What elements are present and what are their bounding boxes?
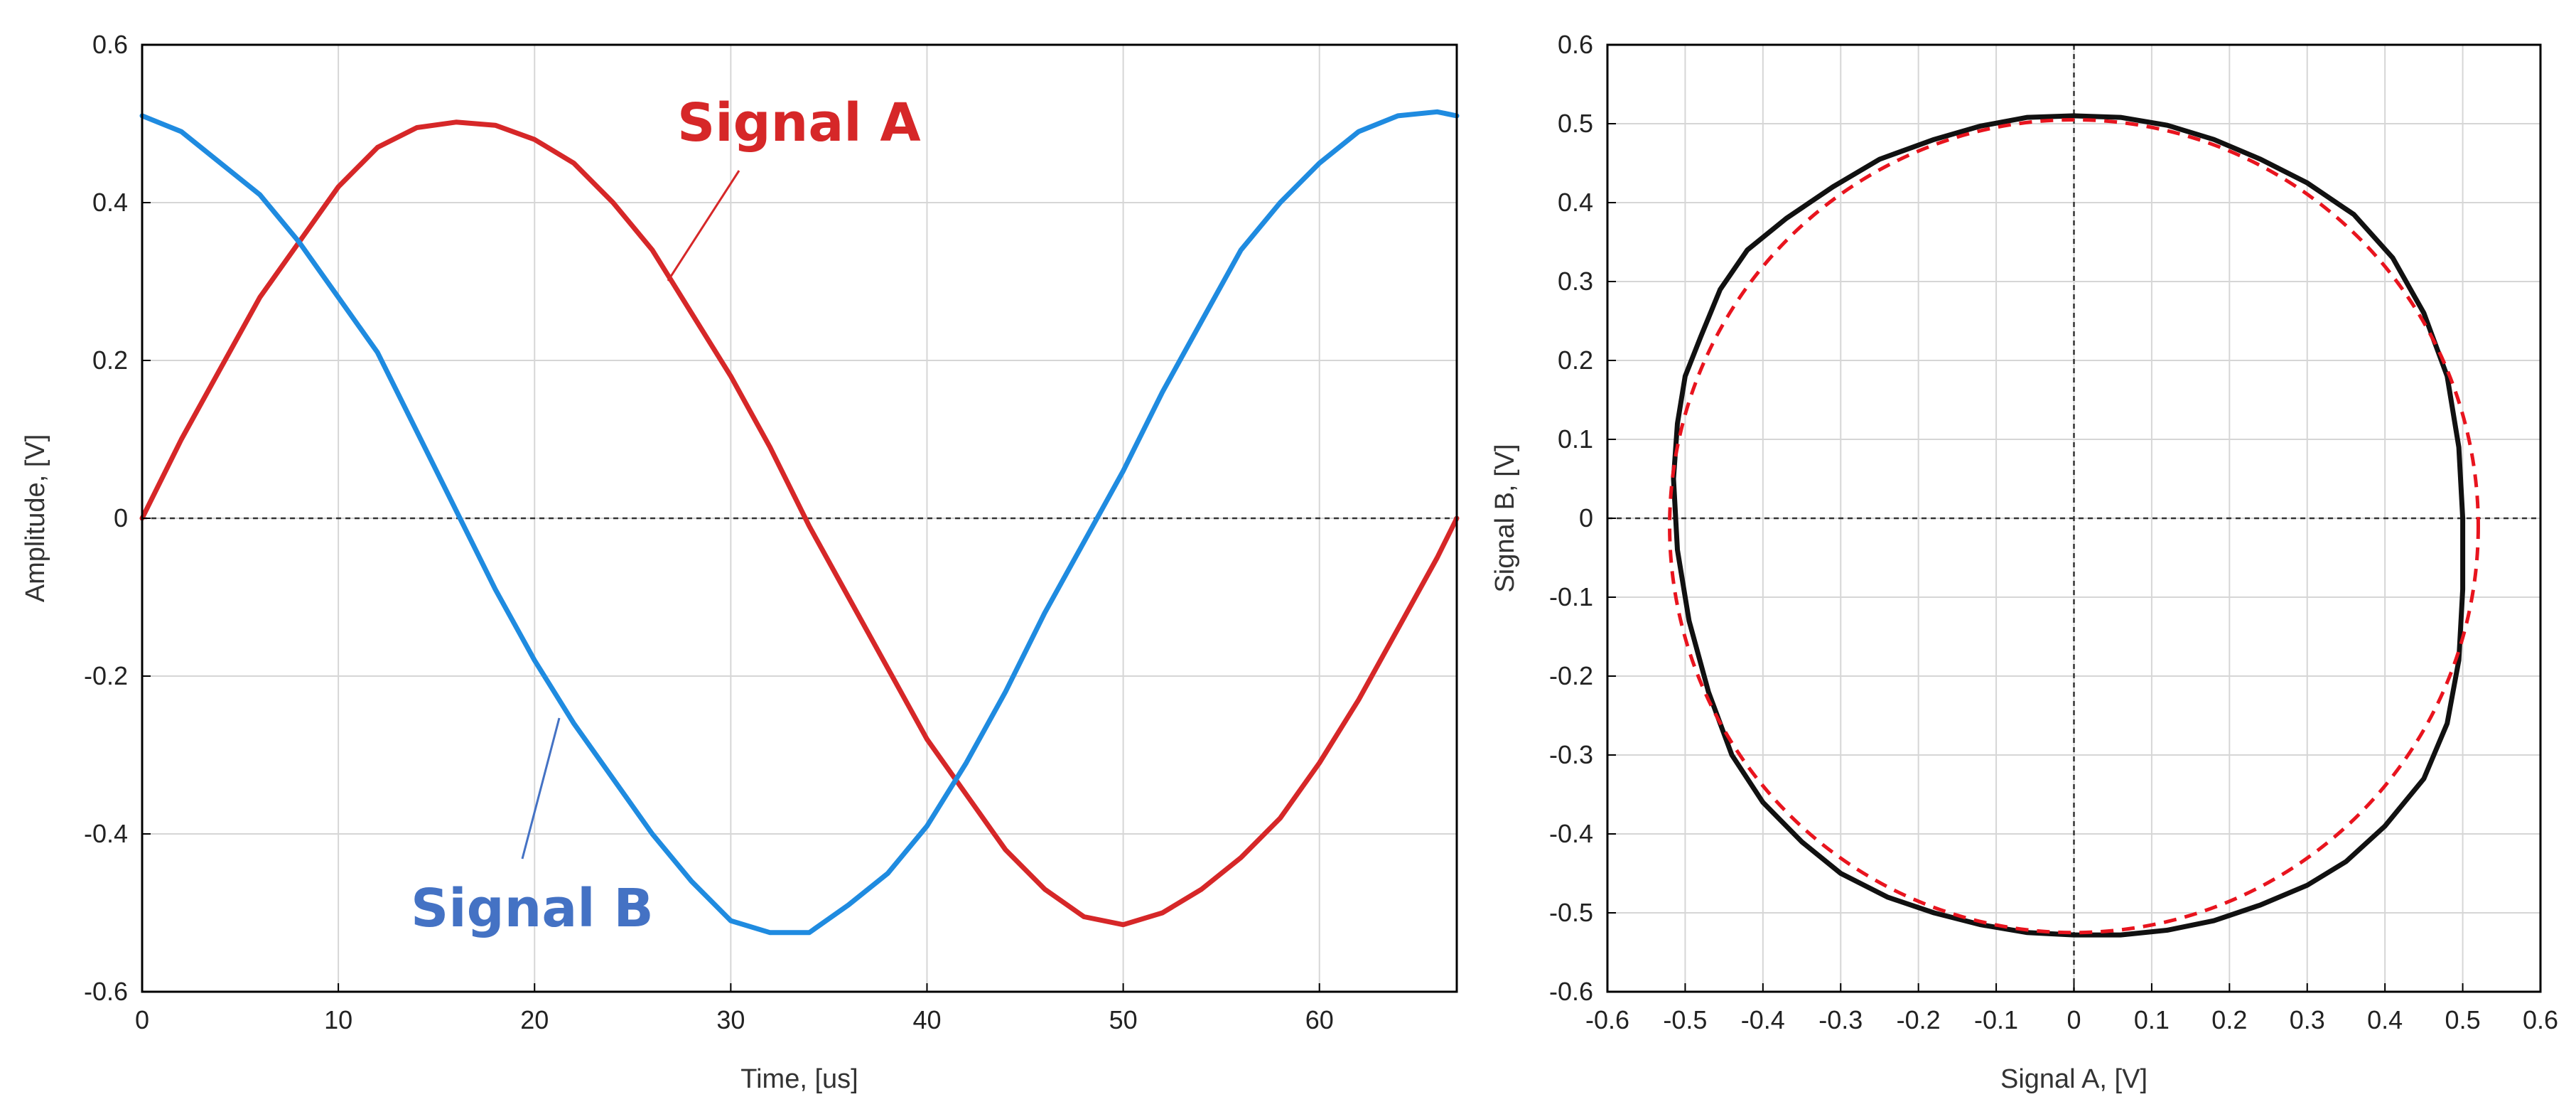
- y-tick-label: 0.2: [92, 346, 128, 375]
- y-tick-label: -0.2: [84, 661, 128, 690]
- y-tick-label: -0.4: [1549, 819, 1593, 848]
- x-tick-label: 60: [1305, 1005, 1334, 1034]
- lissajous-plot: -0.6 -0.5 -0.4 -0.3 -0.2 -0.1 0 0.1 0.2 0.3 0.4 0.5…: [1490, 30, 2558, 1094]
- y-tick-label: 0: [1579, 503, 1593, 532]
- y-tick-label: 0: [114, 503, 128, 532]
- x-tick-label: -0.6: [1585, 1005, 1629, 1034]
- signal-b-annotation: Signal B: [411, 878, 654, 939]
- x-tick-label: -0.1: [1974, 1005, 2018, 1034]
- y-tick-label: -0.2: [1549, 661, 1593, 690]
- y-tick-label: 0.6: [1558, 30, 1593, 59]
- x-tick-label: -0.5: [1663, 1005, 1707, 1034]
- x-tick-label: 0: [135, 1005, 149, 1034]
- y-tick-label: -0.6: [1549, 977, 1593, 1006]
- x-tick-label: 10: [324, 1005, 352, 1034]
- x-tick-label: 20: [520, 1005, 549, 1034]
- signal-a-annotation: Signal A: [677, 92, 921, 154]
- x-tick-label: 0.5: [2445, 1005, 2481, 1034]
- signal-b-line: [139, 109, 1460, 936]
- x-tick-label: -0.3: [1818, 1005, 1863, 1034]
- lissajous-curve: [1671, 113, 2466, 938]
- series-group: [1668, 113, 2480, 938]
- x-axis-label: Signal A, [V]: [2000, 1064, 2147, 1094]
- signal-a-line: [139, 119, 1460, 928]
- y-tick-label: -0.5: [1549, 898, 1593, 927]
- x-tick-label: 0.3: [2290, 1005, 2325, 1034]
- tick-labels: -0.6 -0.5 -0.4 -0.3 -0.2 -0.1 0 0.1 0.2 0.3 0.4 0.5…: [1549, 30, 2558, 1034]
- series-group: [139, 109, 1460, 936]
- y-tick-label: 0.1: [1558, 424, 1593, 454]
- y-tick-label: -0.3: [1549, 740, 1593, 769]
- y-tick-label: 0.2: [1558, 346, 1593, 375]
- x-tick-label: -0.4: [1741, 1005, 1785, 1034]
- x-tick-label: 0.2: [2211, 1005, 2247, 1034]
- time-domain-plot: 0 10 20 30 40 50 60 0.6 0.4 0.2 0 -0.2 -0.4 -0.6 Time…: [21, 30, 1460, 1094]
- y-tick-label: 0.5: [1558, 109, 1593, 138]
- y-tick-label: 0.4: [1558, 188, 1593, 217]
- y-tick-label: -0.6: [84, 977, 128, 1006]
- x-tick-label: 40: [912, 1005, 941, 1034]
- y-tick-label: -0.1: [1549, 582, 1593, 611]
- x-tick-label: 30: [716, 1005, 745, 1034]
- y-tick-label: 0.3: [1558, 267, 1593, 296]
- signal-b-leader-line: [521, 717, 561, 860]
- x-tick-label: 0: [2066, 1005, 2081, 1034]
- signal-a-leader-line: [667, 170, 740, 282]
- tick-marks: [141, 44, 1320, 992]
- x-tick-label: -0.2: [1897, 1005, 1941, 1034]
- y-axis-label: Signal B, [V]: [1490, 444, 1520, 592]
- tick-labels: 0 10 20 30 40 50 60 0.6 0.4 0.2 0 -0.2 -0.4 -0.6: [84, 30, 1334, 1034]
- y-tick-label: 0.4: [92, 188, 128, 217]
- y-tick-label: -0.4: [84, 819, 128, 848]
- tick-marks: [1607, 44, 2541, 992]
- y-tick-label: 0.6: [92, 30, 128, 59]
- x-tick-label: 50: [1109, 1005, 1138, 1034]
- x-axis-label: Time, [us]: [740, 1064, 858, 1094]
- y-axis-label: Amplitude, [V]: [21, 434, 50, 603]
- x-tick-label: 0.1: [2134, 1005, 2170, 1034]
- x-tick-label: 0.6: [2523, 1005, 2558, 1034]
- x-tick-label: 0.4: [2367, 1005, 2403, 1034]
- fitted-circle: [1668, 117, 2480, 935]
